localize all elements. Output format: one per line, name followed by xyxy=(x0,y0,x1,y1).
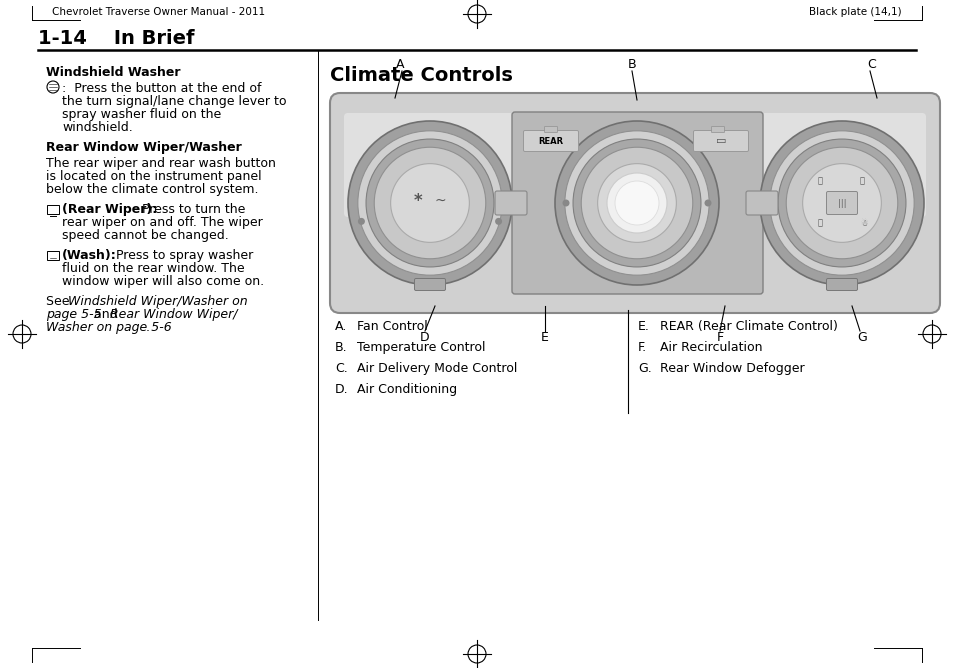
Circle shape xyxy=(785,147,897,259)
Text: ☃: ☃ xyxy=(860,218,867,228)
Text: *: * xyxy=(414,192,422,210)
Text: .: . xyxy=(146,321,150,334)
FancyBboxPatch shape xyxy=(825,192,857,214)
Text: Air Delivery Mode Control: Air Delivery Mode Control xyxy=(356,362,517,375)
Text: Rear Window Defogger: Rear Window Defogger xyxy=(659,362,803,375)
Circle shape xyxy=(562,200,569,206)
Text: below the climate control system.: below the climate control system. xyxy=(46,183,258,196)
Text: (Wash):: (Wash): xyxy=(62,249,116,262)
Text: rear wiper on and off. The wiper: rear wiper on and off. The wiper xyxy=(62,216,262,229)
Text: See: See xyxy=(46,295,73,308)
Circle shape xyxy=(769,131,913,275)
Text: Air Recirculation: Air Recirculation xyxy=(659,341,761,354)
Text: fluid on the rear window. The: fluid on the rear window. The xyxy=(62,262,244,275)
Text: the turn signal/lane change lever to: the turn signal/lane change lever to xyxy=(62,95,286,108)
Text: Washer on page 5-6: Washer on page 5-6 xyxy=(46,321,172,334)
Text: C.: C. xyxy=(335,362,348,375)
Text: E: E xyxy=(540,331,548,344)
Text: D.: D. xyxy=(335,383,348,396)
Text: A: A xyxy=(395,58,404,71)
Text: Press to turn the: Press to turn the xyxy=(133,203,245,216)
Text: (Rear Wiper):: (Rear Wiper): xyxy=(62,203,157,216)
Circle shape xyxy=(390,164,469,242)
Text: ~: ~ xyxy=(434,194,445,208)
FancyBboxPatch shape xyxy=(330,93,939,313)
Text: and: and xyxy=(90,308,121,321)
Text: B.: B. xyxy=(335,341,347,354)
Text: E.: E. xyxy=(638,320,649,333)
Text: G: G xyxy=(856,331,866,344)
Circle shape xyxy=(760,121,923,285)
FancyBboxPatch shape xyxy=(825,279,857,291)
Bar xyxy=(47,251,59,260)
Text: Climate Controls: Climate Controls xyxy=(330,66,513,85)
Text: Chevrolet Traverse Owner Manual - 2011: Chevrolet Traverse Owner Manual - 2011 xyxy=(52,7,265,17)
Text: B: B xyxy=(627,58,636,71)
Text: ▭: ▭ xyxy=(715,136,725,146)
Circle shape xyxy=(374,147,485,259)
Text: A.: A. xyxy=(335,320,347,333)
Circle shape xyxy=(564,131,708,275)
Circle shape xyxy=(495,218,501,225)
Text: spray washer fluid on the: spray washer fluid on the xyxy=(62,108,221,121)
Text: ⛹: ⛹ xyxy=(817,176,821,186)
Text: window wiper will also come on.: window wiper will also come on. xyxy=(62,275,264,288)
Circle shape xyxy=(366,139,494,267)
Circle shape xyxy=(555,121,719,285)
Text: The rear wiper and rear wash button: The rear wiper and rear wash button xyxy=(46,157,275,170)
Text: |||: ||| xyxy=(837,198,845,208)
Text: Rear Window Wiper/Washer: Rear Window Wiper/Washer xyxy=(46,141,241,154)
Text: F.: F. xyxy=(638,341,646,354)
FancyBboxPatch shape xyxy=(544,126,557,132)
Circle shape xyxy=(357,218,365,225)
Text: ⛰: ⛰ xyxy=(817,218,821,228)
Circle shape xyxy=(357,131,501,275)
FancyBboxPatch shape xyxy=(414,279,445,291)
Text: REAR: REAR xyxy=(537,136,563,146)
FancyBboxPatch shape xyxy=(693,130,748,152)
FancyBboxPatch shape xyxy=(344,113,925,217)
Text: G.: G. xyxy=(638,362,651,375)
Circle shape xyxy=(348,121,512,285)
Text: Fan Control: Fan Control xyxy=(356,320,427,333)
Text: F: F xyxy=(716,331,722,344)
Circle shape xyxy=(615,181,659,225)
Text: speed cannot be changed.: speed cannot be changed. xyxy=(62,229,229,242)
Text: D: D xyxy=(419,331,430,344)
Circle shape xyxy=(597,164,676,242)
Text: :  Press the button at the end of: : Press the button at the end of xyxy=(62,82,261,95)
Text: Windshield Wiper/Washer on: Windshield Wiper/Washer on xyxy=(68,295,248,308)
Text: Press to spray washer: Press to spray washer xyxy=(108,249,253,262)
FancyBboxPatch shape xyxy=(512,112,762,294)
FancyBboxPatch shape xyxy=(745,191,778,215)
Text: 1-14    In Brief: 1-14 In Brief xyxy=(38,29,194,49)
FancyBboxPatch shape xyxy=(495,191,526,215)
Text: ⛺: ⛺ xyxy=(859,176,863,186)
Text: windshield.: windshield. xyxy=(62,121,132,134)
Text: Air Conditioning: Air Conditioning xyxy=(356,383,456,396)
Text: is located on the instrument panel: is located on the instrument panel xyxy=(46,170,261,183)
Circle shape xyxy=(606,173,666,233)
Text: Temperature Control: Temperature Control xyxy=(356,341,485,354)
Text: REAR (Rear Climate Control): REAR (Rear Climate Control) xyxy=(659,320,837,333)
Circle shape xyxy=(573,139,700,267)
Circle shape xyxy=(778,139,905,267)
FancyBboxPatch shape xyxy=(711,126,723,132)
Bar xyxy=(47,205,59,214)
Circle shape xyxy=(801,164,881,242)
Circle shape xyxy=(580,147,692,259)
Text: page 5-5: page 5-5 xyxy=(46,308,102,321)
Text: Rear Window Wiper/: Rear Window Wiper/ xyxy=(110,308,237,321)
Text: Black plate (14,1): Black plate (14,1) xyxy=(808,7,901,17)
Circle shape xyxy=(703,200,711,206)
FancyBboxPatch shape xyxy=(523,130,578,152)
Text: Windshield Washer: Windshield Washer xyxy=(46,66,180,79)
Text: C: C xyxy=(866,58,876,71)
